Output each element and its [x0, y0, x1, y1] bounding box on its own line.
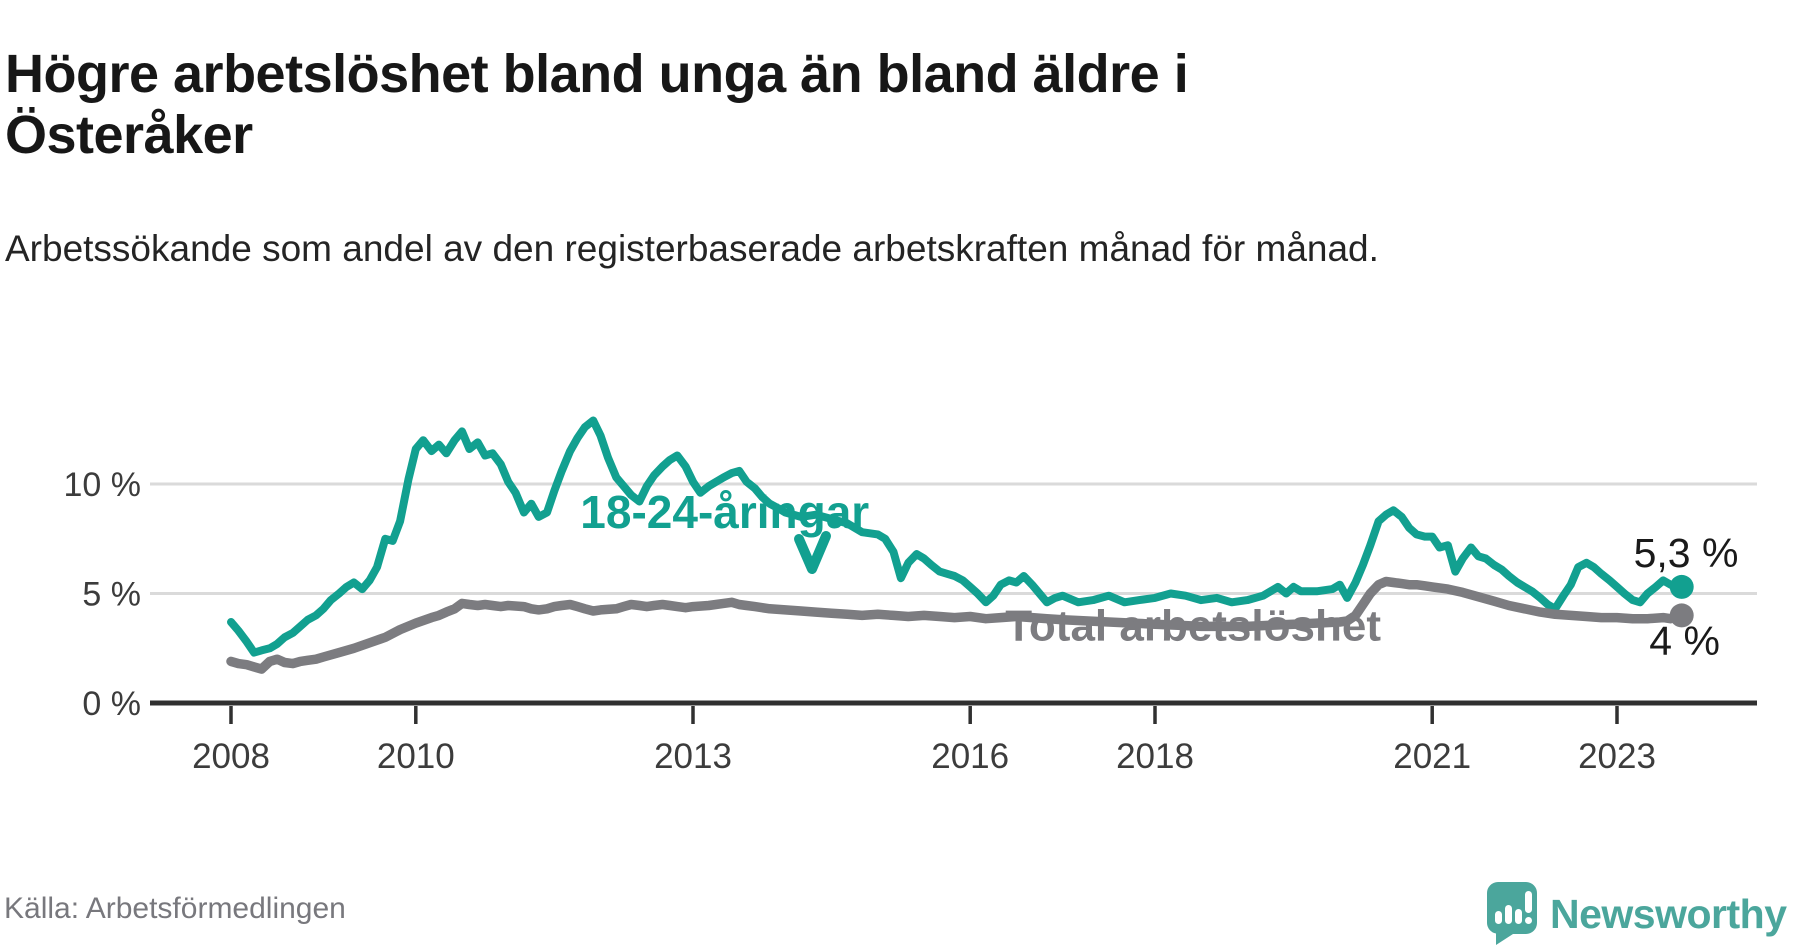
- x-axis-label: 2010: [377, 737, 455, 776]
- logo-exclamation-dot: [1525, 917, 1532, 924]
- x-axis-label: 2018: [1116, 737, 1194, 776]
- x-axis-label: 2013: [654, 737, 732, 776]
- logo-bar-3: [1515, 909, 1522, 924]
- y-axis-label: 0 %: [82, 685, 141, 723]
- x-axis-labels: 2008 2010 2013 2016 2018 2021 2023: [192, 737, 1656, 776]
- end-dot-total: [1669, 603, 1694, 628]
- x-axis: [150, 700, 1757, 724]
- logo-bar-2: [1505, 905, 1512, 924]
- logo-exclamation-bar: [1525, 891, 1532, 913]
- series-line-total: [226, 576, 1687, 674]
- end-value-label-young: 5,3 %: [1634, 530, 1739, 576]
- series-label-young: 18-24-åringar: [580, 486, 869, 538]
- source-text: Källa: Arbetsförmedlingen: [4, 892, 346, 925]
- pointer-arrow-icon: [794, 531, 831, 574]
- page-title: Högre arbetslöshet bland unga än bland ä…: [5, 44, 1189, 166]
- brand-name: Newsworthy: [1550, 890, 1787, 937]
- newsworthy-brand: Newsworthy: [1487, 882, 1787, 946]
- x-axis-label: 2021: [1393, 737, 1471, 776]
- y-axis-label: 10 %: [64, 466, 142, 504]
- newsworthy-logo-icon: [1487, 882, 1537, 945]
- y-axis-label: 5 %: [82, 576, 141, 614]
- series-label-total: Total arbetslöshet: [1005, 602, 1381, 651]
- y-axis-labels: 0 % 5 % 10 %: [64, 466, 142, 723]
- gridlines: [150, 482, 1757, 595]
- x-axis-label: 2023: [1578, 737, 1656, 776]
- end-dot-young: [1669, 574, 1694, 599]
- logo-bar-1: [1495, 911, 1502, 924]
- x-axis-label: 2008: [192, 737, 270, 776]
- series-lines: [226, 416, 1694, 674]
- x-axis-label: 2016: [931, 737, 1009, 776]
- end-value-label-total: 4 %: [1649, 618, 1720, 664]
- series-line-young: [227, 416, 1686, 657]
- annotations: 18-24-åringar Total arbetslöshet 5,3 % 4 %: [580, 486, 1738, 664]
- page-subtitle: Arbetssökande som andel av den registerb…: [5, 228, 1379, 269]
